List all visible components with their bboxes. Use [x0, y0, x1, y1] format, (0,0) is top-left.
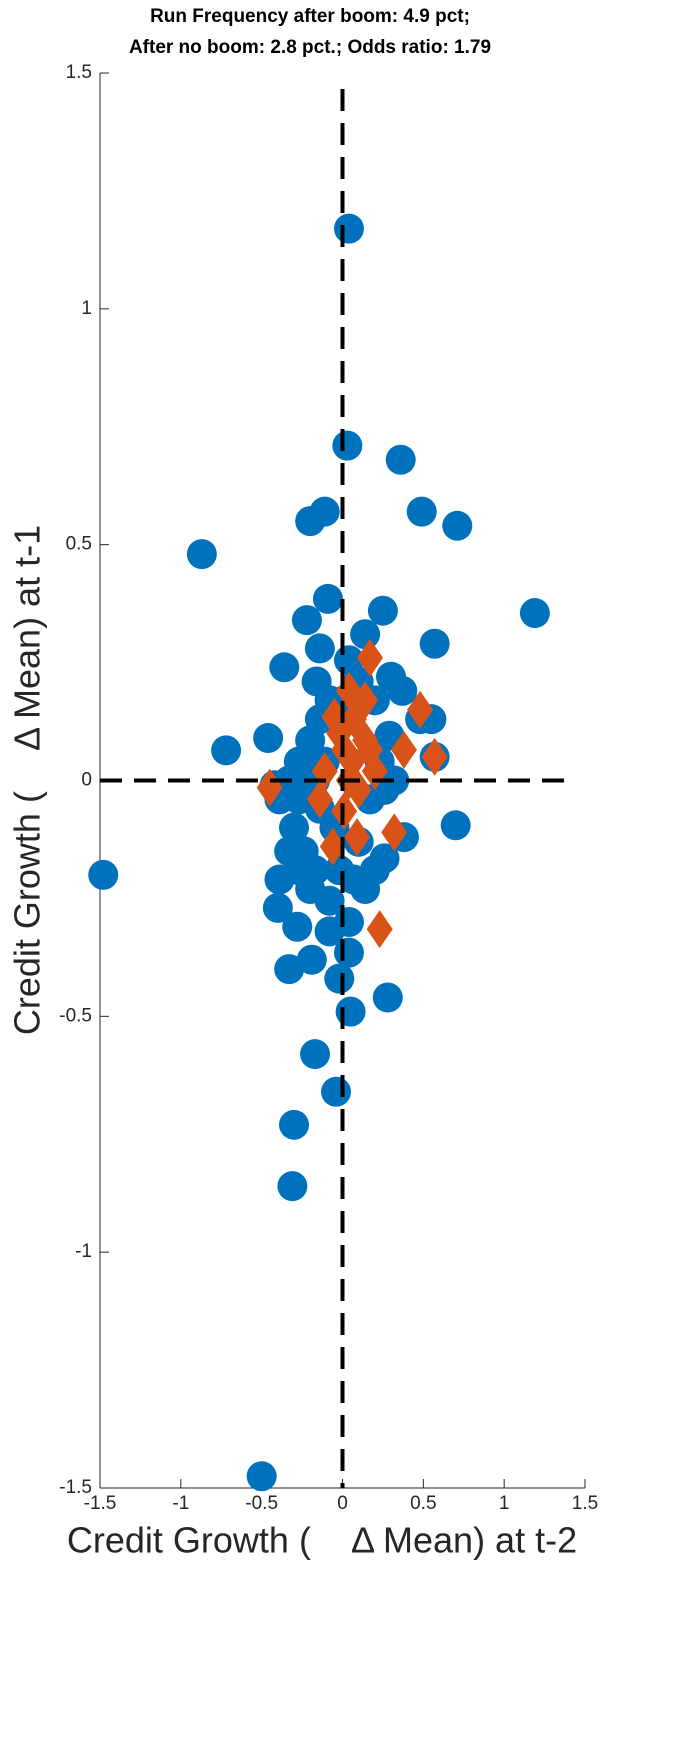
point: [367, 595, 398, 626]
point: [379, 765, 410, 796]
point: [390, 730, 417, 769]
y-tick-label: 0: [81, 770, 92, 791]
point: [282, 911, 313, 942]
point: [262, 892, 293, 923]
chart-title: After no boom: 2.8 pct.; Odds ratio: 1.7…: [129, 37, 491, 58]
x-tick-label: -1: [172, 1493, 189, 1514]
y-tick-label: -1.5: [59, 1477, 92, 1498]
point: [186, 539, 217, 570]
point: [338, 864, 369, 895]
point: [406, 496, 437, 527]
point: [339, 742, 366, 781]
point: [253, 723, 284, 754]
x-tick-label: 1: [499, 1493, 510, 1514]
point: [321, 1076, 352, 1107]
point: [291, 605, 322, 636]
point: [407, 690, 434, 729]
point: [372, 982, 403, 1013]
point: [440, 810, 471, 841]
point: [381, 813, 408, 852]
point: [306, 780, 333, 819]
point: [421, 737, 448, 776]
point: [419, 628, 450, 659]
point: [279, 1109, 309, 1140]
point: [295, 506, 326, 537]
y-tick-label: -1: [75, 1241, 92, 1262]
point: [519, 598, 550, 629]
x-tick-label: -1.5: [84, 1493, 117, 1514]
point: [332, 430, 363, 461]
point: [300, 1039, 331, 1070]
point: [319, 827, 346, 866]
point: [335, 996, 366, 1027]
point: [326, 714, 353, 753]
point: [279, 812, 309, 843]
point: [274, 836, 305, 867]
x-tick-label: 0.5: [410, 1493, 436, 1514]
point: [314, 885, 345, 916]
x-axis-label: Credit Growth ( Δ Mean) at t-2: [67, 1520, 577, 1561]
point: [88, 859, 119, 890]
point: [312, 583, 343, 614]
point: [274, 954, 305, 985]
point: [277, 1171, 308, 1202]
point: [211, 735, 242, 766]
x-tick-label: -0.5: [245, 1493, 278, 1514]
x-tick-label: 0: [337, 1493, 348, 1514]
point: [324, 963, 355, 994]
x-tick-label: 1.5: [572, 1493, 598, 1514]
y-axis-label: Credit Growth ( Δ Mean) at t-1: [7, 525, 48, 1035]
point: [314, 916, 345, 947]
y-tick-label: 0.5: [66, 534, 92, 555]
point: [269, 652, 300, 683]
point: [333, 213, 364, 244]
point: [387, 675, 418, 706]
point: [352, 721, 379, 760]
point: [350, 619, 381, 650]
point: [296, 944, 327, 975]
point: [442, 510, 473, 541]
point: [246, 1461, 277, 1492]
point: [304, 633, 335, 664]
point: [344, 818, 371, 857]
point: [356, 638, 383, 677]
y-tick-label: -0.5: [59, 1005, 92, 1026]
point: [385, 444, 416, 475]
chart-title: Run Frequency after boom: 4.9 pct;: [150, 6, 470, 27]
point: [256, 768, 283, 807]
point: [366, 910, 393, 949]
y-tick-label: 1.5: [66, 62, 92, 83]
y-tick-label: 1: [81, 298, 92, 319]
